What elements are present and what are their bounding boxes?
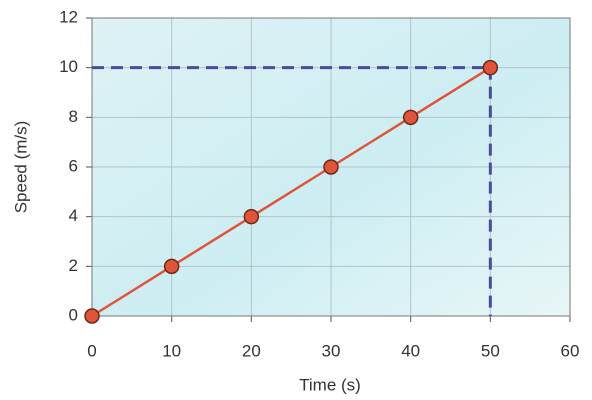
data-point <box>85 309 99 323</box>
data-point <box>324 160 338 174</box>
y-tick-label: 6 <box>69 156 78 175</box>
y-tick-label: 4 <box>69 206 78 225</box>
x-tick-label: 20 <box>242 341 261 360</box>
x-axis-label: Time (s) <box>299 375 361 394</box>
x-tick-label: 0 <box>87 341 96 360</box>
chart: Time (s) Speed (m/s) 0 2 4 6 8 10 12 0 10 20 30 40 5… <box>0 0 592 400</box>
y-tick-label: 12 <box>59 7 78 26</box>
y-tick-label: 8 <box>69 107 78 126</box>
y-axis-label: Speed (m/s) <box>11 121 30 214</box>
data-point <box>404 110 418 124</box>
x-tick-label: 60 <box>561 341 580 360</box>
y-tick-label: 2 <box>69 256 78 275</box>
x-tick-label: 30 <box>322 341 341 360</box>
data-point <box>483 61 497 75</box>
data-point <box>244 210 258 224</box>
x-tick-label: 10 <box>162 341 181 360</box>
y-tick-label: 10 <box>59 57 78 76</box>
x-tick-label: 40 <box>401 341 420 360</box>
x-tick-label: 50 <box>481 341 500 360</box>
data-point <box>165 259 179 273</box>
y-tick-label: 0 <box>69 305 78 324</box>
